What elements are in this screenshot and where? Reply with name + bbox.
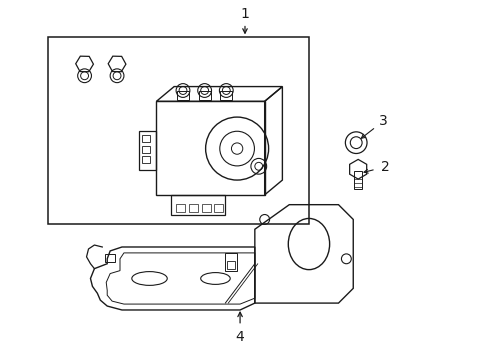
- Text: 3: 3: [379, 114, 387, 128]
- Bar: [201, 204, 210, 212]
- Bar: [48, 37, 308, 224]
- Bar: [198, 90, 210, 100]
- Bar: [225, 253, 237, 271]
- Bar: [105, 254, 115, 262]
- Bar: [227, 261, 235, 269]
- Text: 2: 2: [381, 160, 389, 174]
- Bar: [156, 101, 264, 195]
- Bar: [176, 204, 184, 212]
- Bar: [188, 204, 197, 212]
- Bar: [142, 146, 149, 153]
- Bar: [171, 195, 225, 215]
- Bar: [142, 157, 149, 163]
- Bar: [142, 135, 149, 142]
- Text: 4: 4: [235, 330, 244, 344]
- Bar: [214, 204, 223, 212]
- Bar: [353, 171, 362, 189]
- Bar: [220, 90, 232, 100]
- Text: 1: 1: [240, 6, 249, 21]
- Bar: [177, 90, 188, 100]
